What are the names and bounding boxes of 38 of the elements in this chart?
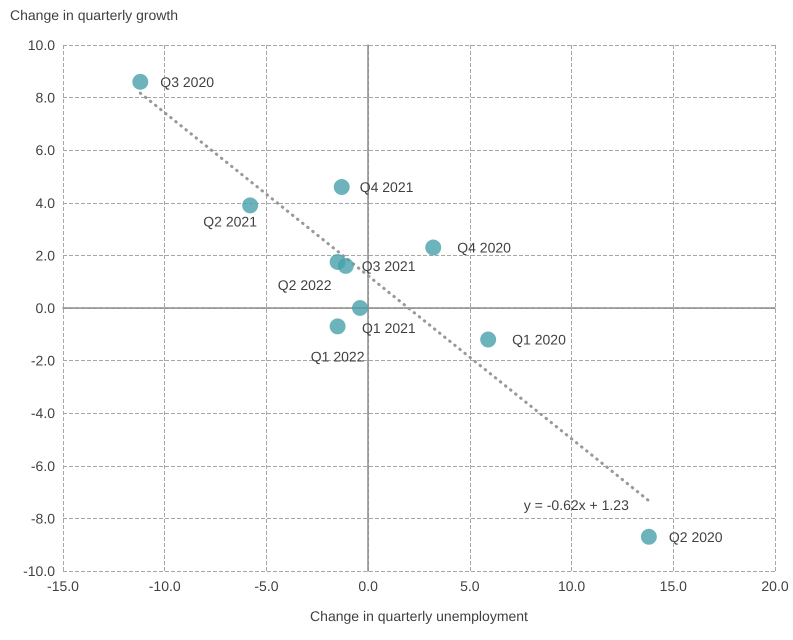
- y-tick-label: 2.0: [36, 247, 56, 264]
- annotation: Q2 2021: [203, 213, 258, 230]
- point: [352, 300, 368, 316]
- point: [334, 179, 350, 196]
- point: [242, 197, 258, 214]
- y-tick-label: 0.0: [36, 300, 56, 316]
- annotation: Q2 2020: [668, 528, 723, 545]
- y-tick-label: 8.0: [36, 90, 56, 106]
- x-tick-label: -10.0: [148, 578, 181, 594]
- annotation: y = -0.62x + 1.23: [524, 496, 630, 513]
- point: [338, 258, 354, 274]
- annotation: Q2 2022: [278, 276, 332, 293]
- y-axis-title: Change in quarterly growth: [10, 7, 178, 23]
- x-tick-label: 10.0: [558, 578, 586, 594]
- x-tick-label: 5.0: [460, 578, 480, 594]
- annotation: Q3 2020: [160, 74, 214, 90]
- y-tick-label: -4.0: [30, 405, 56, 422]
- annotation: Q1 2020: [512, 332, 566, 348]
- y-tick-label: -8.0: [30, 510, 56, 526]
- x-tick-label: 15.0: [660, 578, 688, 594]
- x-axis-title: Change in quarterly unemployment: [310, 608, 528, 624]
- point: [640, 528, 657, 545]
- point: [330, 318, 346, 334]
- x-tick-label: 0.0: [358, 578, 378, 594]
- point: [425, 240, 442, 256]
- y-tick-label: 4.0: [36, 194, 56, 211]
- annotation: Q1 2022: [310, 348, 365, 364]
- y-tick-label: 6.0: [36, 142, 56, 158]
- point: [480, 332, 496, 348]
- x-tick-label: 20.0: [761, 578, 789, 594]
- y-tick-label: 10.0: [28, 37, 56, 53]
- point: [132, 74, 148, 90]
- x-tick-label: -15.0: [47, 578, 80, 594]
- y-tick-label: -10.0: [23, 563, 56, 579]
- x-tick-label: -5.0: [254, 578, 279, 594]
- y-tick-label: -2.0: [30, 352, 56, 369]
- annotation: Q4 2020: [457, 240, 512, 256]
- y-tick-label: -6.0: [30, 458, 56, 474]
